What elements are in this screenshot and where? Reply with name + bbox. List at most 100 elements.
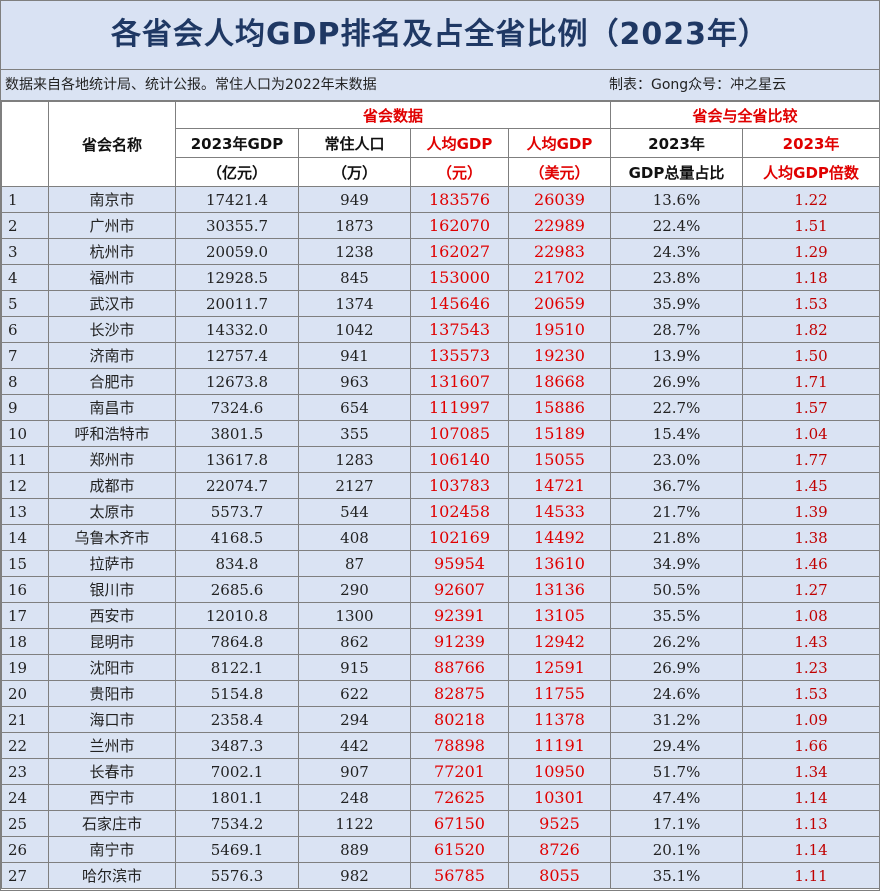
- rank-cell: 3: [1, 238, 49, 265]
- gdp-cell: 2358.4: [175, 706, 299, 733]
- rank-cell: 1: [1, 186, 49, 213]
- gdp-share-cell: 26.2%: [610, 628, 744, 655]
- city-name-cell: 福州市: [48, 264, 176, 291]
- population-cell: 294: [298, 706, 411, 733]
- table-row: 15 拉萨市 834.8 87 95954 13610 34.9% 1.46: [1, 550, 880, 577]
- per-capita-gdp-yuan-cell: 102458: [410, 498, 509, 525]
- city-name-cell: 海口市: [48, 706, 176, 733]
- rank-cell: 19: [1, 654, 49, 681]
- per-capita-gdp-yuan-cell: 145646: [410, 290, 509, 317]
- per-capita-gdp-yuan-cell: 72625: [410, 784, 509, 811]
- table-row: 19 沈阳市 8122.1 915 88766 12591 26.9% 1.23: [1, 654, 880, 681]
- population-cell: 408: [298, 524, 411, 551]
- city-name-cell: 济南市: [48, 342, 176, 369]
- source-note: 数据来自各地统计局、统计公报。常住人口为2022年末数据: [5, 77, 377, 93]
- per-capita-gdp-yuan-cell: 183576: [410, 186, 509, 213]
- rank-cell: 18: [1, 628, 49, 655]
- city-name-cell: 南昌市: [48, 394, 176, 421]
- per-capita-multiple-cell: 1.46: [742, 550, 880, 577]
- per-capita-gdp-yuan-cell: 77201: [410, 758, 509, 785]
- per-capita-gdp-yuan-cell: 80218: [410, 706, 509, 733]
- city-name-cell: 呼和浩特市: [48, 420, 176, 447]
- gdp-cell: 20011.7: [175, 290, 299, 317]
- compare-group-header: 省会与全省比较: [610, 101, 880, 129]
- per-capita-multiple-cell: 1.50: [742, 342, 880, 369]
- table-row: 7 济南市 12757.4 941 135573 19230 13.9% 1.50: [1, 342, 880, 369]
- per-capita-gdp-yuan-cell: 61520: [410, 836, 509, 863]
- city-name-cell: 南宁市: [48, 836, 176, 863]
- per-capita-gdp-yuan-cell: 162027: [410, 238, 509, 265]
- per-capita-gdp-yuan-cell: 67150: [410, 810, 509, 837]
- gdp-share-cell: 20.1%: [610, 836, 744, 863]
- per-capita-multiple-cell: 1.14: [742, 836, 880, 863]
- population-cell: 1042: [298, 316, 411, 343]
- table-row: 21 海口市 2358.4 294 80218 11378 31.2% 1.09: [1, 706, 880, 733]
- per-capita-gdp-yuan-cell: 131607: [410, 368, 509, 395]
- rank-cell: 2: [1, 212, 49, 239]
- rank-cell: 15: [1, 550, 49, 577]
- per-capita-gdp-yuan-cell: 111997: [410, 394, 509, 421]
- per-capita-multiple-cell: 1.71: [742, 368, 880, 395]
- per-capita-gdp-yuan-cell: 106140: [410, 446, 509, 473]
- city-name-cell: 西宁市: [48, 784, 176, 811]
- gdp-share-cell: 47.4%: [610, 784, 744, 811]
- rank-cell: 16: [1, 576, 49, 603]
- gdp-share-cell: 13.6%: [610, 186, 744, 213]
- per-capita-gdp-yuan-cell: 95954: [410, 550, 509, 577]
- gdp-share-cell: 15.4%: [610, 420, 744, 447]
- population-cell: 907: [298, 758, 411, 785]
- gdp-cell: 3487.3: [175, 732, 299, 759]
- population-cell: 248: [298, 784, 411, 811]
- per-capita-multiple-cell: 1.43: [742, 628, 880, 655]
- name-header: 省会名称: [48, 101, 176, 187]
- population-cell: 1374: [298, 290, 411, 317]
- per-capita-gdp-yuan-cell: 56785: [410, 862, 509, 889]
- gdp-share-cell: 24.6%: [610, 680, 744, 707]
- gdp-share-cell: 22.4%: [610, 212, 744, 239]
- multiple-header-line2: 人均GDP倍数: [742, 157, 880, 187]
- table-row: 6 长沙市 14332.0 1042 137543 19510 28.7% 1.82: [1, 316, 880, 343]
- per-capita-multiple-cell: 1.29: [742, 238, 880, 265]
- city-name-cell: 昆明市: [48, 628, 176, 655]
- table-row: 27 哈尔滨市 5576.3 982 56785 8055 35.1% 1.11: [1, 862, 880, 889]
- gdp-share-cell: 22.7%: [610, 394, 744, 421]
- gdp-share-cell: 50.5%: [610, 576, 744, 603]
- per-capita-gdp-usd-cell: 14721: [507, 472, 612, 499]
- city-name-cell: 贵阳市: [48, 680, 176, 707]
- per-capita-gdp-usd-cell: 26039: [507, 186, 612, 213]
- per-capita-gdp-yuan-cell: 88766: [410, 654, 509, 681]
- per-capita-multiple-cell: 1.14: [742, 784, 880, 811]
- rank-cell: 4: [1, 264, 49, 291]
- population-cell: 544: [298, 498, 411, 525]
- rank-cell: 23: [1, 758, 49, 785]
- gdp-cell: 8122.1: [175, 654, 299, 681]
- per-capita-multiple-cell: 1.39: [742, 498, 880, 525]
- city-name-cell: 长沙市: [48, 316, 176, 343]
- table-row: 10 呼和浩特市 3801.5 355 107085 15189 15.4% 1.04: [1, 420, 880, 447]
- per-capita-gdp-usd-cell: 14492: [507, 524, 612, 551]
- per-capita-gdp-yuan-cell: 103783: [410, 472, 509, 499]
- per-capita-multiple-cell: 1.53: [742, 680, 880, 707]
- population-cell: 915: [298, 654, 411, 681]
- gdp-cell: 5469.1: [175, 836, 299, 863]
- city-name-cell: 哈尔滨市: [48, 862, 176, 889]
- per-capita-multiple-cell: 1.45: [742, 472, 880, 499]
- city-name-cell: 拉萨市: [48, 550, 176, 577]
- gdp-cell: 5154.8: [175, 680, 299, 707]
- pop-header-line1: 常住人口: [298, 128, 411, 158]
- gdp-share-cell: 23.8%: [610, 264, 744, 291]
- rank-cell: 5: [1, 290, 49, 317]
- population-cell: 889: [298, 836, 411, 863]
- city-name-cell: 南京市: [48, 186, 176, 213]
- credit-note: 制表：Gong众号：冲之星云: [609, 77, 787, 93]
- per-capita-gdp-usd-cell: 15189: [507, 420, 612, 447]
- gdp-share-cell: 21.8%: [610, 524, 744, 551]
- pcgdp-yuan-header-line2: （元）: [410, 157, 509, 187]
- table-row: 12 成都市 22074.7 2127 103783 14721 36.7% 1.45: [1, 472, 880, 499]
- population-cell: 290: [298, 576, 411, 603]
- population-cell: 1283: [298, 446, 411, 473]
- gdp-cell: 7002.1: [175, 758, 299, 785]
- city-name-cell: 乌鲁木齐市: [48, 524, 176, 551]
- gdp-cell: 3801.5: [175, 420, 299, 447]
- gdp-cell: 2685.6: [175, 576, 299, 603]
